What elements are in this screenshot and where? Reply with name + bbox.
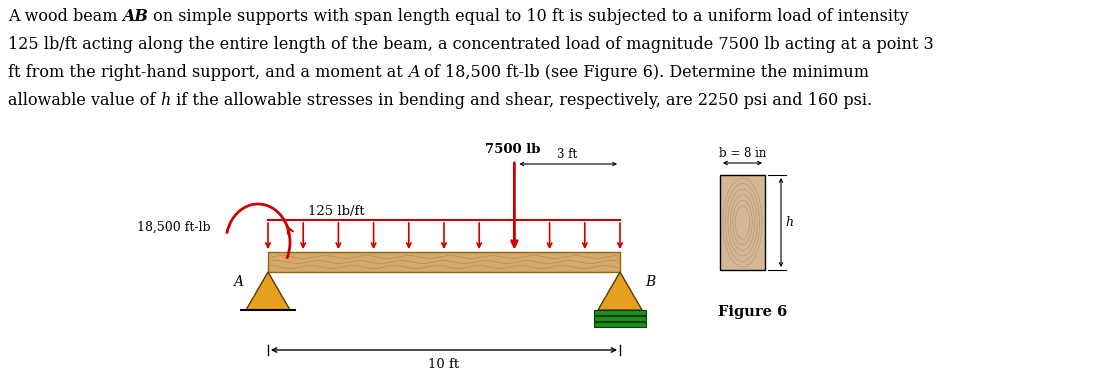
Text: 7500 lb: 7500 lb xyxy=(485,143,540,156)
Text: h: h xyxy=(785,216,793,229)
Text: h: h xyxy=(161,92,171,109)
Bar xyxy=(594,310,646,315)
Text: on simple supports with span length equal to 10 ft is subjected to a uniform loa: on simple supports with span length equa… xyxy=(149,8,909,25)
Text: A wood beam: A wood beam xyxy=(8,8,122,25)
Bar xyxy=(594,316,646,321)
Text: A: A xyxy=(233,275,244,289)
Text: if the allowable stresses in bending and shear, respectively, are 2250 psi and 1: if the allowable stresses in bending and… xyxy=(171,92,872,109)
Text: of 18,500 ft-lb (see Figure 6). Determine the minimum: of 18,500 ft-lb (see Figure 6). Determin… xyxy=(420,64,869,81)
Text: allowable value of: allowable value of xyxy=(8,92,161,109)
Text: Figure 6: Figure 6 xyxy=(717,305,787,319)
Text: A: A xyxy=(408,64,420,81)
Bar xyxy=(268,252,620,272)
Text: AB: AB xyxy=(122,8,149,25)
Bar xyxy=(594,322,646,327)
Text: 3 ft: 3 ft xyxy=(558,148,577,161)
Text: b = 8 in: b = 8 in xyxy=(719,147,766,160)
Text: 125 lb/ft: 125 lb/ft xyxy=(307,205,365,218)
Text: ft from the right-hand support, and a moment at: ft from the right-hand support, and a mo… xyxy=(8,64,408,81)
Text: 125 lb/ft acting along the entire length of the beam, a concentrated load of mag: 125 lb/ft acting along the entire length… xyxy=(8,36,933,53)
Text: 10 ft: 10 ft xyxy=(429,358,460,370)
Text: 18,500 ft-lb: 18,500 ft-lb xyxy=(138,221,210,233)
Polygon shape xyxy=(246,272,290,310)
Polygon shape xyxy=(598,272,642,310)
Bar xyxy=(720,175,765,270)
Text: B: B xyxy=(645,275,656,289)
